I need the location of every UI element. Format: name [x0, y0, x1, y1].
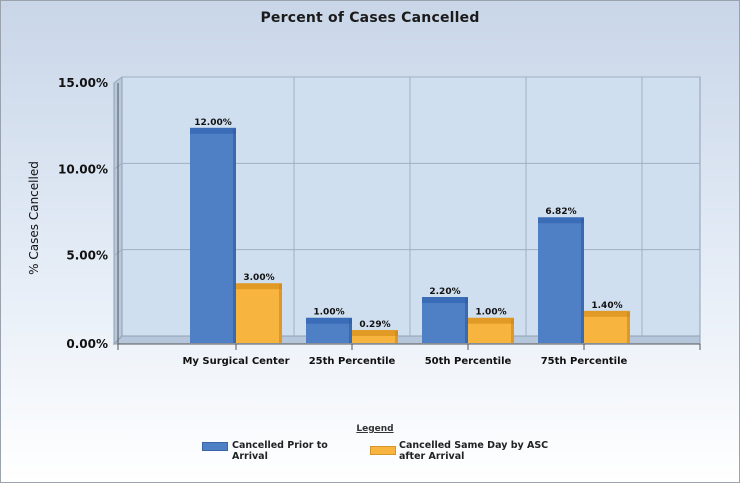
legend-swatch-prior — [202, 442, 228, 451]
bar-top-s1-c0 — [236, 283, 282, 290]
data-label-s0-c3: 6.82% — [545, 207, 576, 217]
data-label-s1-c3: 1.40% — [591, 301, 622, 311]
data-label-s0-c1: 1.00% — [313, 308, 344, 318]
bar-top-s0-c3 — [538, 217, 584, 224]
bar-top-s0-c0 — [190, 127, 236, 134]
y-tick-label-2: 10.00% — [58, 162, 108, 176]
data-label-s1-c1: 0.29% — [359, 320, 390, 330]
bar-side-s0-c2 — [465, 298, 468, 343]
x-tick-label-0: My Surgical Center — [182, 356, 289, 367]
chart-title: Percent of Cases Cancelled — [260, 10, 480, 26]
bar-side-s0-c3 — [581, 218, 584, 343]
bar-side-s1-c0 — [279, 284, 282, 343]
bar-top-s1-c2 — [468, 317, 514, 324]
x-tick-label-3: 75th Percentile — [541, 356, 628, 367]
bar-s0-c0 — [190, 128, 236, 343]
data-label-s1-c2: 1.00% — [475, 308, 506, 318]
bar-side-s0-c1 — [349, 318, 352, 343]
legend-swatch-same-day — [370, 446, 396, 455]
data-label-s0-c0: 12.00% — [194, 118, 232, 128]
y-tick-label-0: 0.00% — [66, 337, 108, 351]
bar-top-s0-c1 — [306, 317, 352, 324]
data-label-s0-c2: 2.20% — [429, 287, 460, 297]
legend-label-prior: Cancelled Prior to Arrival — [232, 440, 328, 462]
bar-top-s1-c3 — [584, 310, 630, 317]
legend-label-same-day: Cancelled Same Day by ASC after Arrival — [399, 440, 549, 462]
gridline-y-depth-3 — [113, 76, 123, 84]
x-tick-label-2: 50th Percentile — [425, 356, 512, 367]
bar-s0-c3 — [538, 218, 584, 343]
bar-side-s0-c0 — [233, 128, 236, 343]
bar-side-s1-c1 — [395, 330, 398, 343]
bar-s0-c2 — [422, 298, 468, 343]
data-label-s1-c0: 3.00% — [243, 273, 274, 283]
bar-s1-c0 — [236, 284, 282, 343]
bar-top-s1-c1 — [352, 329, 398, 336]
bar-s1-c3 — [584, 311, 630, 343]
legend-title: Legend — [356, 424, 394, 434]
y-tick-label-1: 5.00% — [66, 249, 108, 263]
y-tick-label-3: 15.00% — [58, 76, 108, 90]
bar-side-s1-c3 — [627, 311, 630, 343]
bar-side-s1-c2 — [511, 318, 514, 343]
bar-top-s0-c2 — [422, 297, 468, 304]
x-tick-label-1: 25th Percentile — [309, 356, 396, 367]
y-axis-label: % Cases Cancelled — [27, 161, 41, 275]
